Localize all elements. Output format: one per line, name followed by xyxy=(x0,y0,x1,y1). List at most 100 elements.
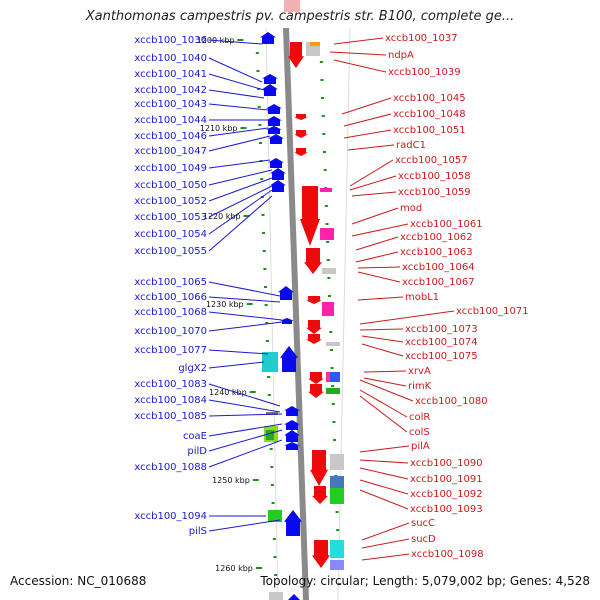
grid-dot xyxy=(326,241,330,243)
reverse-gene-label[interactable]: xccb100_1061 xyxy=(410,219,483,230)
reverse-gene-label[interactable]: sucC xyxy=(411,518,435,529)
reverse-gene-label[interactable]: xccb100_1058 xyxy=(398,171,471,182)
reverse-gene-label[interactable]: xccb100_1064 xyxy=(402,262,475,273)
reverse-gene-label[interactable]: xccb100_1039 xyxy=(388,67,461,78)
forward-gene-label[interactable]: xccb100_1043 xyxy=(134,99,207,110)
forward-gene-label[interactable]: xccb100_1049 xyxy=(134,163,207,174)
forward-gene-label[interactable]: xccb100_1094 xyxy=(134,511,207,522)
reverse-gene-label[interactable]: xccb100_1098 xyxy=(411,549,484,560)
forward-gene-label[interactable]: xccb100_1066 xyxy=(134,292,207,303)
grid-dot xyxy=(256,70,260,72)
reverse-gene-label[interactable]: xccb100_1080 xyxy=(415,396,488,407)
reverse-gene-leader xyxy=(355,251,399,263)
reverse-gene-label[interactable]: radC1 xyxy=(396,140,426,151)
forward-gene-label[interactable]: xccb100_1084 xyxy=(134,395,207,406)
reverse-gene-label[interactable]: xccb100_1093 xyxy=(410,504,483,515)
forward-gene-label[interactable]: xccb100_1085 xyxy=(134,411,207,422)
forward-gene-label[interactable]: xccb100_1050 xyxy=(134,180,207,191)
grid-dot xyxy=(328,295,332,297)
grid-dot xyxy=(335,511,339,513)
forward-gene-arrow xyxy=(262,74,278,84)
forward-gene-label[interactable]: pilD xyxy=(187,446,207,457)
backbone-band xyxy=(283,28,309,600)
reverse-gene-label[interactable]: xrvA xyxy=(408,366,431,377)
grid-dot xyxy=(265,340,269,342)
grid-dot xyxy=(265,322,269,324)
grid-dot xyxy=(270,466,274,468)
forward-gene-label[interactable]: xccb100_1036 xyxy=(134,35,207,46)
reverse-gene-label[interactable]: sucD xyxy=(411,534,436,545)
reverse-gene-label[interactable]: xccb100_1063 xyxy=(400,247,473,258)
gene-features xyxy=(260,32,344,570)
reverse-gene-leader xyxy=(349,159,394,187)
reverse-gene-label[interactable]: xccb100_1045 xyxy=(393,93,466,104)
reverse-gene-block xyxy=(320,228,334,240)
forward-gene-label[interactable]: xccb100_1083 xyxy=(134,379,207,390)
forward-gene-label[interactable]: xccb100_1077 xyxy=(134,345,207,356)
reverse-gene-label[interactable]: xccb100_1073 xyxy=(405,324,478,335)
reverse-gene-label[interactable]: xccb100_1074 xyxy=(405,337,478,348)
reverse-gene-label[interactable]: xccb100_1067 xyxy=(402,277,475,288)
forward-gene-arrow xyxy=(262,84,278,96)
reverse-gene-leader xyxy=(359,328,404,331)
forward-gene-arrow xyxy=(284,510,302,536)
forward-gene-label[interactable]: xccb100_1041 xyxy=(134,69,207,80)
forward-gene-label[interactable]: xccb100_1054 xyxy=(134,229,207,240)
forward-gene-arrow xyxy=(284,442,300,450)
grid-dot xyxy=(263,268,267,270)
reverse-gene-label[interactable]: xccb100_1051 xyxy=(393,125,466,136)
reverse-gene-label[interactable]: xccb100_1090 xyxy=(410,458,483,469)
forward-gene-label[interactable]: xccb100_1053 xyxy=(134,212,207,223)
forward-gene-leader xyxy=(208,296,281,303)
forward-gene-arrow xyxy=(280,346,298,372)
forward-gene-label[interactable]: xccb100_1068 xyxy=(134,307,207,318)
forward-gene-arrow xyxy=(280,318,294,324)
reverse-gene-label[interactable]: rimK xyxy=(408,381,432,392)
reverse-gene-label[interactable]: mobL1 xyxy=(405,292,439,303)
forward-gene-label[interactable]: xccb100_1088 xyxy=(134,462,207,473)
reverse-gene-label[interactable]: xccb100_1037 xyxy=(385,33,458,44)
reverse-gene-label[interactable]: ndpA xyxy=(388,50,414,61)
forward-gene-leader xyxy=(208,177,273,202)
forward-gene-label[interactable]: pilS xyxy=(189,526,207,537)
reverse-gene-label[interactable]: colR xyxy=(409,412,430,423)
backbone-guide-right xyxy=(337,27,351,600)
scale-tick: 1260 kbp xyxy=(215,564,262,573)
reverse-gene-leader xyxy=(333,59,387,73)
reverse-gene-leader xyxy=(349,175,397,191)
reverse-gene-label[interactable]: xccb100_1071 xyxy=(456,306,529,317)
forward-gene-arrow xyxy=(266,126,282,134)
reverse-gene-label[interactable]: xccb100_1091 xyxy=(410,474,483,485)
grid-dot xyxy=(320,79,324,81)
reverse-gene-block xyxy=(326,342,340,346)
reverse-gene-label[interactable]: pilA xyxy=(411,441,430,452)
reverse-gene-arrow xyxy=(294,148,308,156)
reverse-gene-leader xyxy=(343,113,392,127)
forward-gene-label[interactable]: xccb100_1044 xyxy=(134,115,207,126)
forward-gene-arrow xyxy=(284,420,300,430)
forward-gene-label[interactable]: xccb100_1052 xyxy=(134,196,207,207)
forward-gene-label[interactable]: xccb100_1047 xyxy=(134,146,207,157)
reverse-gene-label[interactable]: xccb100_1092 xyxy=(410,489,483,500)
reverse-gene-label[interactable]: xccb100_1059 xyxy=(398,187,471,198)
reverse-gene-label[interactable]: xccb100_1062 xyxy=(400,232,473,243)
forward-gene-label[interactable]: glgX2 xyxy=(178,363,207,374)
forward-gene-arrow xyxy=(284,430,300,442)
reverse-gene-block xyxy=(330,476,344,488)
scale-tick: 1210 kbp xyxy=(200,124,247,133)
forward-gene-label[interactable]: xccb100_1070 xyxy=(134,326,207,337)
forward-gene-label[interactable]: xccb100_1042 xyxy=(134,85,207,96)
forward-gene-label[interactable]: xccb100_1055 xyxy=(134,246,207,257)
forward-gene-label[interactable]: xccb100_1040 xyxy=(134,53,207,64)
forward-gene-label[interactable]: xccb100_1065 xyxy=(134,277,207,288)
reverse-gene-label[interactable]: xccb100_1075 xyxy=(405,351,478,362)
forward-gene-label[interactable]: xccb100_1046 xyxy=(134,131,207,142)
forward-gene-label[interactable]: coaE xyxy=(183,431,207,442)
reverse-gene-label[interactable]: mod xyxy=(400,203,422,214)
reverse-gene-label[interactable]: xccb100_1057 xyxy=(395,155,468,166)
reverse-gene-arrow xyxy=(288,42,304,68)
grid-dot xyxy=(322,133,326,135)
reverse-gene-label[interactable]: colS xyxy=(409,427,430,438)
reverse-gene-label[interactable]: xccb100_1048 xyxy=(393,109,466,120)
